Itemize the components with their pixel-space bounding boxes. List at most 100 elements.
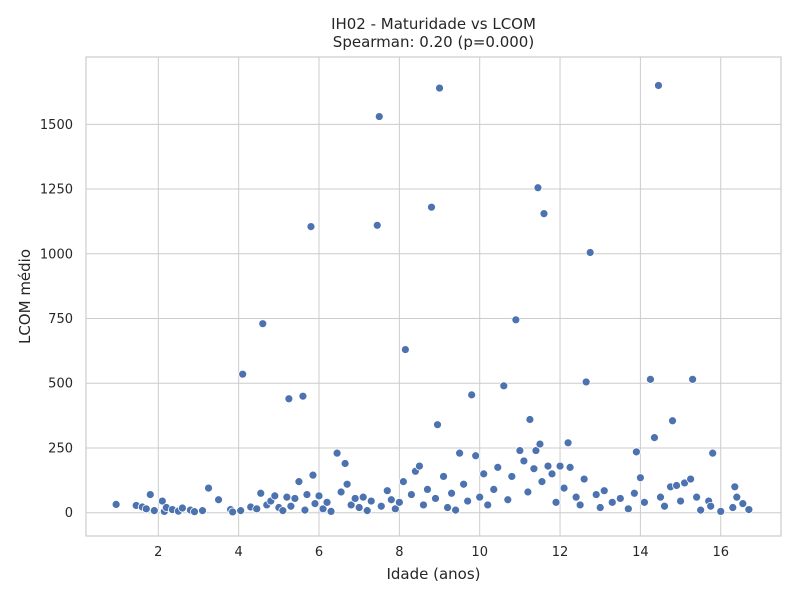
- data-point: [563, 438, 573, 448]
- data-point: [507, 472, 517, 481]
- x-tick-label: 6: [315, 545, 323, 560]
- data-point: [284, 394, 294, 404]
- data-point: [523, 487, 533, 497]
- data-point: [706, 501, 716, 511]
- data-point: [629, 488, 639, 498]
- y-tick-label: 1500: [40, 118, 73, 133]
- data-point: [696, 505, 706, 515]
- x-tick-label: 4: [235, 545, 243, 560]
- data-point: [537, 477, 547, 487]
- data-point: [531, 446, 541, 455]
- data-point: [342, 479, 352, 489]
- data-points: [111, 81, 754, 517]
- x-tick-label: 14: [632, 545, 649, 560]
- data-point: [204, 483, 213, 493]
- y-tick-label: 1000: [40, 247, 73, 262]
- data-point: [728, 503, 738, 512]
- data-point: [427, 202, 436, 212]
- data-point: [358, 492, 368, 502]
- data-point: [581, 377, 591, 387]
- data-point: [688, 374, 698, 384]
- data-point: [302, 490, 312, 499]
- data-point: [228, 507, 238, 517]
- data-point: [439, 472, 448, 481]
- data-point: [314, 491, 324, 501]
- data-point: [565, 462, 575, 472]
- y-tick-label: 250: [48, 441, 73, 456]
- data-point: [525, 415, 535, 424]
- data-point: [475, 492, 485, 502]
- y-tick-label: 750: [48, 312, 73, 327]
- data-point: [362, 506, 372, 516]
- data-point: [650, 433, 659, 443]
- data-point: [294, 477, 304, 487]
- data-point: [350, 494, 360, 503]
- data-point: [555, 461, 565, 471]
- data-point: [744, 505, 754, 514]
- data-point: [198, 506, 207, 516]
- data-point: [515, 446, 525, 455]
- data-point: [615, 494, 625, 503]
- data-point: [252, 504, 262, 514]
- x-tick-labels: 2 4 6 8 10 12 14 16: [154, 545, 729, 560]
- data-point: [716, 507, 726, 516]
- data-point: [591, 490, 601, 499]
- data-point: [451, 505, 460, 515]
- data-point: [390, 504, 400, 514]
- data-point: [282, 492, 292, 502]
- data-point: [511, 315, 521, 325]
- x-tick-label: 8: [395, 545, 403, 560]
- y-tick-label: 500: [48, 377, 73, 392]
- data-point: [535, 439, 545, 449]
- data-point: [676, 496, 685, 506]
- data-point: [585, 248, 595, 257]
- data-point: [551, 497, 561, 507]
- data-point: [547, 469, 557, 479]
- data-point: [336, 487, 346, 497]
- data-point: [398, 477, 408, 487]
- data-point: [326, 507, 336, 516]
- data-point: [692, 492, 702, 502]
- data-point: [286, 501, 296, 511]
- data-point: [298, 391, 308, 401]
- data-point: [656, 492, 665, 502]
- data-point: [635, 473, 645, 483]
- data-point: [489, 484, 499, 494]
- data-point: [340, 459, 350, 468]
- data-point: [346, 500, 356, 510]
- data-point: [503, 495, 513, 505]
- data-point: [533, 183, 543, 193]
- data-point: [366, 496, 376, 506]
- data-point: [407, 490, 416, 499]
- data-point: [519, 456, 529, 466]
- plot-frame: [85, 56, 782, 537]
- data-point: [599, 486, 609, 496]
- x-axis-label: Idade (anos): [386, 565, 480, 583]
- x-tick-label: 10: [471, 545, 488, 560]
- data-point: [433, 420, 442, 430]
- data-point: [306, 222, 316, 231]
- data-point: [423, 484, 432, 494]
- data-point: [400, 345, 410, 354]
- data-point: [443, 503, 452, 512]
- data-point: [479, 469, 489, 479]
- data-point: [631, 447, 641, 457]
- data-point: [190, 507, 199, 517]
- data-point: [640, 497, 649, 507]
- data-point: [730, 482, 740, 492]
- data-point: [258, 319, 268, 329]
- data-point: [111, 500, 121, 509]
- data-point: [623, 504, 633, 514]
- data-point: [386, 495, 396, 505]
- x-tick-label: 16: [712, 545, 729, 560]
- data-point: [732, 492, 742, 502]
- data-point: [374, 112, 384, 121]
- x-tick-label: 2: [154, 545, 162, 560]
- data-point: [376, 501, 386, 511]
- data-point: [463, 496, 473, 506]
- data-point: [270, 491, 280, 501]
- data-point: [354, 503, 364, 512]
- data-point: [382, 486, 392, 496]
